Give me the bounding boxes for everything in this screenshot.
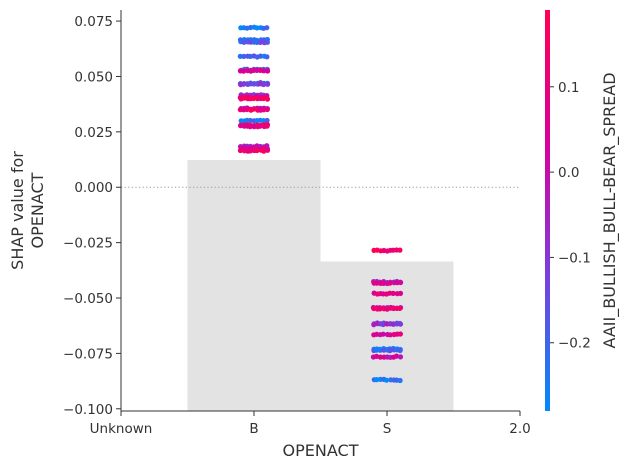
data-point [257,123,263,129]
data-point [397,305,403,311]
data-point [397,290,404,296]
data-point [265,68,271,74]
data-point [264,106,270,113]
y-tick-label: 0.000 [74,180,113,196]
data-point [244,106,250,113]
data-point [257,39,263,46]
data-point [377,347,383,353]
data-point [397,321,404,327]
data-point [374,280,380,286]
data-point [241,81,247,87]
data-point [264,147,271,153]
data-point [260,95,267,102]
y-tick-label: −0.075 [63,346,113,362]
data-point [247,124,253,130]
x-tick-label: B [249,421,258,437]
colorbar-title: AAII_BULLISH_BULL-BEAR_SPREAD [600,72,620,348]
y-tick-label: −0.025 [63,236,113,252]
data-point [397,354,404,360]
data-point [377,354,383,360]
data-point [380,331,386,337]
x-tick-label: S [383,421,392,437]
data-point [387,332,393,338]
data-point [264,96,271,102]
data-point [264,123,270,129]
data-point [237,147,243,154]
data-points [237,24,404,384]
y-axis-title-line-2: OPENACT [28,172,47,248]
data-point [387,348,393,354]
x-axis-ticks: Unknown B S 2.0 [90,411,531,437]
y-axis-ticks: 0.075 0.050 0.025 0.000 −0.025 −0.050 −0.075 −0… [63,14,121,418]
data-point [251,81,257,87]
data-point [397,377,403,384]
data-point [264,117,270,124]
data-point [374,377,380,383]
colorbar-tick-label: 0.1 [558,80,579,96]
data-point [377,306,383,312]
data-point [264,39,270,45]
data-point [397,347,403,354]
y-tick-label: 0.025 [74,125,113,141]
data-point [397,247,403,253]
x-tick-label: 2.0 [509,421,530,437]
data-point [258,53,264,59]
background-histogram [187,159,454,411]
y-axis-title-line-1: SHAP value for [8,151,27,270]
x-axis-title: OPENACT [283,441,359,460]
colorbar-ticks: 0.1 0.0 −0.1 −0.2 [550,80,591,352]
data-point [264,54,270,60]
x-tick-label: Unknown [90,421,153,437]
y-tick-label: −0.100 [63,402,113,418]
data-point [261,81,267,88]
data-point [398,279,404,286]
colorbar-tick-label: −0.2 [558,336,591,352]
data-point [251,106,257,112]
y-tick-label: 0.075 [74,14,113,30]
data-point [261,68,267,74]
data-point [390,290,396,296]
data-point [254,25,260,31]
colorbar-tick-label: 0.0 [558,165,579,181]
y-tick-label: −0.050 [63,291,113,307]
colorbar [545,10,550,411]
data-point [241,39,247,45]
data-point [241,68,247,74]
data-point [264,25,270,31]
colorbar-tick-label: −0.1 [558,250,591,266]
data-point [383,377,390,383]
hist-bar-b [187,159,321,411]
data-point [397,331,403,337]
data-point [265,81,271,87]
data-point [387,280,393,286]
data-point [247,117,253,124]
y-tick-label: 0.050 [74,69,113,85]
data-point [251,95,257,102]
data-point [254,147,260,154]
data-point [393,353,400,359]
data-point [247,148,253,154]
data-point [241,53,247,60]
